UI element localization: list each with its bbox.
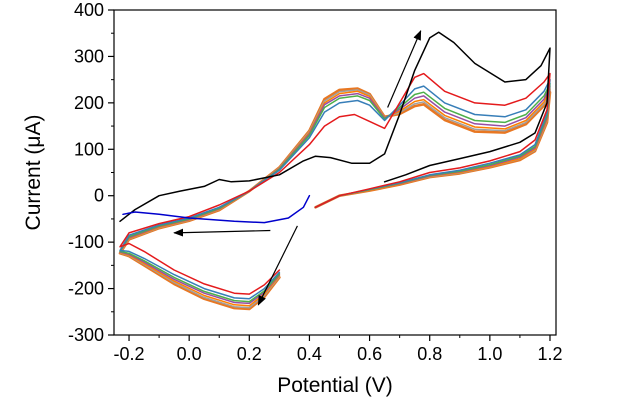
y-tick-label: -300 <box>68 325 104 345</box>
annotation-layer <box>173 29 422 306</box>
x-tick-label: 1.0 <box>477 344 502 364</box>
x-axis-title: Potential (V) <box>277 374 393 397</box>
series-cycle-4 <box>119 82 551 303</box>
x-tick-label: 0.4 <box>297 344 322 364</box>
series-cycle-5 <box>119 85 551 305</box>
axis-layer: -0.2 0.0 0.2 0.4 0.6 0.8 1.0 1.2 -300 -200 -100 0 10… <box>68 0 563 364</box>
arrow-cathodic-down <box>257 225 298 306</box>
y-axis-title: Current (μA) <box>22 115 45 231</box>
x-tick-label: -0.2 <box>114 344 145 364</box>
x-tick-label: 0.6 <box>357 344 382 364</box>
x-tick-label: 0.2 <box>237 344 262 364</box>
y-tick-label: 0 <box>94 186 104 206</box>
y-tick-label: 200 <box>74 93 104 113</box>
x-tick-label: 0.0 <box>177 344 202 364</box>
y-tick-label: 100 <box>74 139 104 159</box>
y-tick-label: -100 <box>68 232 104 252</box>
series-layer <box>118 31 552 311</box>
series-cycle-1-initial-scan <box>122 194 311 224</box>
series-cycle-1 <box>119 31 551 223</box>
arrow-initial-left <box>173 228 271 237</box>
x-tick-label: 1.2 <box>537 344 562 364</box>
arrow-anodic-up <box>387 29 422 108</box>
x-tick-label: 0.8 <box>417 344 442 364</box>
series-cycle-2 <box>119 72 551 295</box>
y-tick-label: 400 <box>74 0 104 20</box>
y-tick-label: -200 <box>68 279 104 299</box>
y-tick-label: 300 <box>74 46 104 66</box>
series-cycle-3 <box>119 78 551 300</box>
